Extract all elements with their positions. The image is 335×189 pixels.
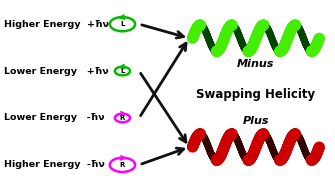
Text: Lower Energy   -ħν: Lower Energy -ħν — [4, 113, 105, 122]
Text: Plus: Plus — [243, 116, 269, 126]
Text: Higher Energy  -ħν: Higher Energy -ħν — [4, 160, 105, 169]
Text: Swapping Helicity: Swapping Helicity — [196, 88, 316, 101]
Text: Minus: Minus — [237, 60, 275, 70]
Text: Lower Energy   +ħν: Lower Energy +ħν — [4, 67, 109, 76]
Text: R: R — [120, 115, 125, 121]
Text: L: L — [120, 21, 125, 27]
Text: R: R — [120, 162, 125, 168]
Text: Higher Energy  +ħν: Higher Energy +ħν — [4, 20, 109, 29]
Text: L: L — [120, 68, 125, 74]
